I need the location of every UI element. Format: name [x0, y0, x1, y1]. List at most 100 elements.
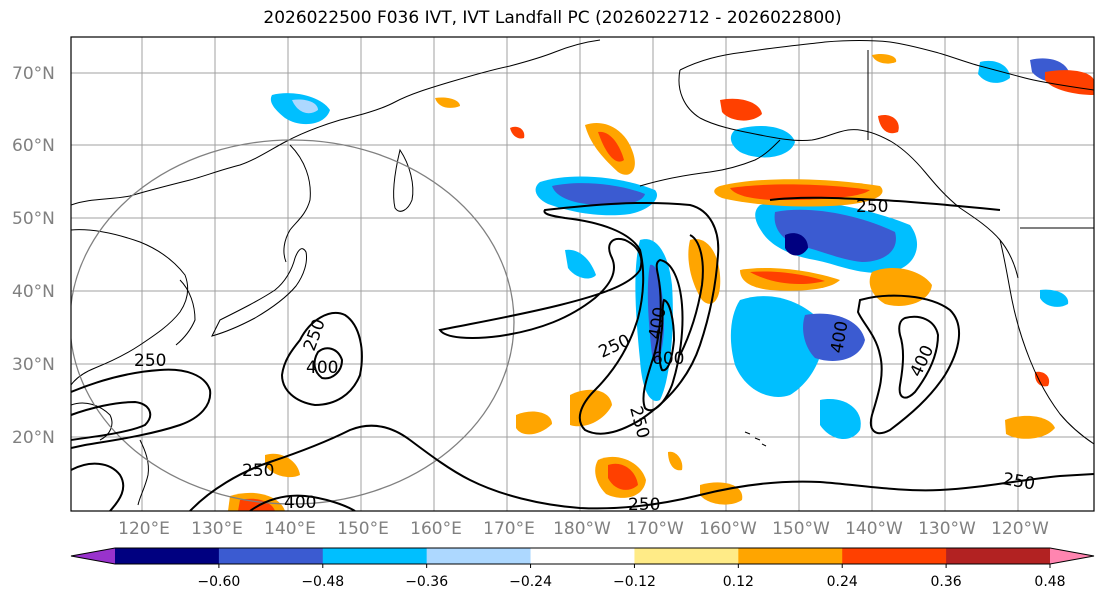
lon-label: 160°E: [410, 519, 462, 539]
negative-pc-region: [565, 249, 596, 279]
japan-coast: [211, 248, 307, 337]
colorbar-tick-label: −0.48: [301, 574, 344, 590]
ivt-contour-250: [769, 196, 1001, 211]
ivt-contours: [71, 196, 1094, 511]
north-america-west-coast: [999, 239, 1094, 445]
colorbar-extend-left: [71, 548, 115, 564]
positive-pc-region: [510, 126, 525, 139]
colorbar-segment: [530, 548, 635, 564]
colorbar-extend-right: [1050, 548, 1094, 564]
ivt-contour-400: [249, 494, 356, 511]
negative-pc-region: [730, 126, 795, 158]
ivt-contour-250: [856, 294, 961, 435]
lon-label: 150°E: [337, 519, 389, 539]
contour-label: 250: [134, 351, 166, 371]
contour-label: 250: [628, 495, 660, 515]
negative-pc-region: [552, 183, 645, 206]
lat-label: 40°N: [12, 282, 55, 302]
lon-label: 150°W: [772, 519, 830, 539]
aleutian-chain: [639, 139, 781, 187]
contour-label: 250: [856, 197, 888, 217]
latitude-labels: 70°N 60°N 50°N 40°N 30°N 20°N: [12, 64, 55, 448]
colorbar-tick-label: −0.60: [197, 574, 240, 590]
ivt-contour-250: [280, 312, 363, 407]
ivt-contour-400: [313, 347, 344, 380]
philippines-coast: [137, 439, 149, 506]
lat-label: 20°N: [12, 428, 55, 448]
coastlines: [71, 39, 1094, 506]
colorbar-tick-label: 0.24: [827, 574, 858, 590]
colorbar-segment: [218, 548, 324, 564]
positive-pc-region: [668, 451, 683, 471]
colorbar-segment: [322, 548, 428, 564]
lon-label: 160°W: [699, 519, 757, 539]
positive-pc-region: [265, 453, 300, 478]
lat-label: 30°N: [12, 355, 55, 375]
negative-pc-region: [292, 99, 318, 114]
contour-label: 250: [242, 461, 274, 481]
colorbar-segment: [426, 548, 532, 564]
positive-pc-region: [608, 463, 638, 490]
negative-pc-region: [730, 296, 824, 397]
lon-label: 180°W: [553, 519, 611, 539]
positive-pc-region: [516, 411, 552, 435]
colorbar-tick-label: 0.12: [723, 574, 754, 590]
contour-label: 400: [284, 493, 316, 513]
hawaii-islands: [744, 431, 767, 447]
china-coast: [71, 229, 189, 386]
map-title: 2026022500 F036 IVT, IVT Landfall PC (20…: [263, 8, 842, 28]
colorbar-tick-label: 0.48: [1034, 574, 1065, 590]
colorbar-segment: [946, 548, 1051, 564]
longitude-labels: 120°E 130°E 140°E 150°E 160°E 170°E 180°…: [118, 519, 1049, 539]
lon-label: 170°W: [626, 519, 684, 539]
negative-pc-region: [1040, 289, 1069, 307]
colorbar: −0.60 −0.48 −0.36 −0.24 −0.12 0.12 0.24 0.36 0.4…: [70, 547, 1095, 590]
lon-label: 140°W: [845, 519, 903, 539]
alaska-south-coast: [678, 69, 1019, 279]
negative-pc-region: [978, 60, 1010, 83]
lon-label: 120°E: [118, 519, 170, 539]
lon-label: 170°E: [483, 519, 535, 539]
ivt-contour-250: [71, 368, 212, 449]
ivt-contour-400: [898, 315, 940, 399]
colorbar-tick-label: −0.12: [613, 574, 656, 590]
ivt-contour-400: [642, 258, 684, 412]
positive-pc-region: [1045, 70, 1094, 95]
lon-label: 130°E: [191, 519, 243, 539]
positive-pc-region: [750, 271, 825, 285]
positive-pc-region: [730, 184, 870, 200]
korea-coast: [175, 279, 196, 346]
ivt-contour-400: [71, 400, 152, 441]
negative-pc-region: [803, 313, 865, 361]
lat-label: 70°N: [12, 64, 55, 84]
contour-labels: 250 400 250 400 250 400 600 250 250 400 …: [134, 197, 1037, 515]
positive-pc-region: [598, 131, 624, 162]
colorbar-segment: [634, 548, 739, 564]
lon-label: 130°W: [918, 519, 976, 539]
lat-label: 50°N: [12, 209, 55, 229]
colorbar-tick-label: −0.24: [509, 574, 552, 590]
landfall-region-circle: [71, 139, 515, 505]
colorbar-outline: [70, 547, 1095, 565]
lon-label: 140°E: [264, 519, 316, 539]
positive-pc-region: [1005, 415, 1055, 439]
positive-pc-region: [878, 114, 899, 134]
kamchatka-coast: [393, 148, 414, 212]
ivt-contour-600: [658, 298, 676, 372]
contour-label: 400: [306, 358, 338, 378]
negative-pc-region: [774, 209, 896, 262]
positive-pc-region: [872, 53, 897, 64]
ivt-contour-250: [543, 201, 720, 435]
positive-pc-region: [688, 239, 721, 304]
colorbar-tick-labels: −0.60 −0.48 −0.36 −0.24 −0.12 0.12 0.24 0.36 0.4…: [197, 564, 1066, 590]
positive-pc-region: [720, 98, 762, 121]
colorbar-tick-label: 0.36: [931, 574, 962, 590]
colorbar-segments: [115, 548, 1051, 564]
lon-label: 120°W: [991, 519, 1049, 539]
contour-label: 600: [652, 349, 684, 369]
ivt-contour-250: [679, 234, 704, 356]
ivt-contour-250: [438, 238, 643, 339]
colorbar-segment: [842, 548, 947, 564]
ivt-pc-shading: [228, 53, 1094, 511]
